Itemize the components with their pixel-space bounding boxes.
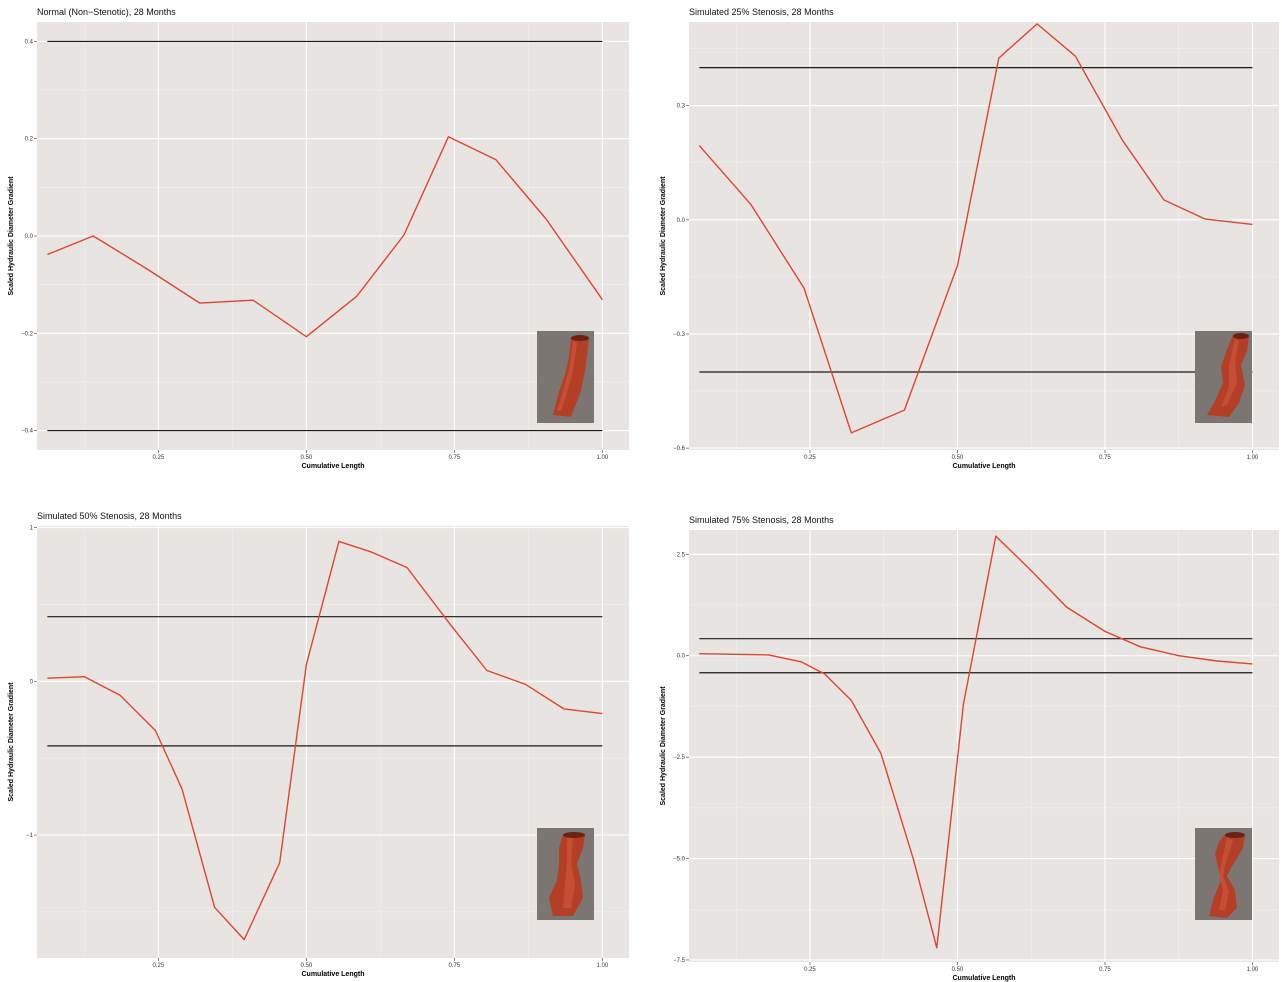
vessel-graphic <box>1209 832 1245 918</box>
chart-panel-75-stenosis: Simulated 75% Stenosis, 28 Months 0.25 0.… <box>652 504 1282 982</box>
vessel-graphic <box>553 335 589 417</box>
chart-svg: 0.25 0.50 0.75 1.00 −0.4 −0.2 0.0 0.2 0.4 Cumulat… <box>8 22 629 470</box>
x-tick-label: 0.50 <box>301 963 313 969</box>
chart-title: Simulated 75% Stenosis, 28 Months <box>689 515 834 525</box>
chart-title: Simulated 25% Stenosis, 28 Months <box>689 7 834 17</box>
y-tick-label: 0.4 <box>25 39 34 45</box>
vessel-inset-image <box>1195 331 1252 423</box>
x-tick-label: 1.00 <box>1247 967 1259 973</box>
vessel-graphic <box>1207 333 1249 417</box>
x-axis-title: Cumulative Length <box>952 463 1015 470</box>
y-axis-title: Scaled Hydraulic Diameter Gradient <box>8 682 15 802</box>
y-tick-label: −2.5 <box>673 755 686 761</box>
vessel-inset-image <box>537 331 594 423</box>
x-axis-title: Cumulative Length <box>952 975 1015 982</box>
y-tick-label: −0.6 <box>673 446 686 452</box>
y-axis-title: Scaled Hydraulic Diameter Gradient <box>660 686 667 806</box>
plot-background <box>37 526 629 958</box>
series-line <box>699 535 1253 949</box>
y-tick-label: 0.2 <box>25 137 34 143</box>
y-axis-title: Scaled Hydraulic Diameter Gradient <box>660 176 667 296</box>
y-tick-label: 1 <box>30 526 34 532</box>
chart-panel-normal: Normal (Non−Stenotic), 28 Months 0.25 0.5… <box>0 0 641 491</box>
x-tick-label: 1.00 <box>597 455 609 461</box>
x-tick-label: 0.50 <box>952 455 964 461</box>
plot-background <box>689 530 1279 962</box>
y-tick-label: 0.3 <box>677 104 686 110</box>
y-tick-label: 0.0 <box>25 234 34 240</box>
x-tick-label: 0.75 <box>1099 455 1111 461</box>
x-tick-label: 1.00 <box>1247 455 1259 461</box>
vessel-inset-image <box>1195 828 1252 920</box>
y-tick-label: 0.0 <box>677 654 686 660</box>
series-line <box>47 136 603 338</box>
y-tick-label: 0 <box>30 679 34 685</box>
x-tick-label: 0.75 <box>449 455 461 461</box>
y-tick-label: −0.3 <box>673 332 686 338</box>
y-axis-title: Scaled Hydraulic Diameter Gradient <box>8 176 15 296</box>
x-tick-label: 0.50 <box>952 967 964 973</box>
series-line <box>47 540 603 941</box>
x-tick-label: 0.50 <box>301 455 313 461</box>
x-tick-label: 0.75 <box>449 963 461 969</box>
series-line <box>698 23 1253 434</box>
y-tick-label: −5.0 <box>673 857 686 863</box>
vessel-graphic <box>549 832 585 916</box>
x-tick-label: 0.25 <box>804 455 816 461</box>
chart-svg: 0.25 0.50 0.75 1.00 −1 0 1 Cumulative Length Sca… <box>8 526 629 978</box>
chart-title: Normal (Non−Stenotic), 28 Months <box>37 7 176 17</box>
y-tick-label: −0.2 <box>21 331 34 337</box>
y-tick-label: 0.0 <box>677 218 686 224</box>
plot-background <box>689 22 1279 450</box>
chart-svg: 0.25 0.50 0.75 1.00 −7.5 −5.0 −2.5 0.0 2.5 Cumula… <box>660 530 1279 982</box>
x-tick-label: 0.25 <box>153 455 165 461</box>
y-tick-label: −1 <box>26 833 34 839</box>
y-tick-label: 2.5 <box>677 552 686 558</box>
y-tick-label: −7.5 <box>673 958 686 964</box>
x-tick-label: 0.25 <box>153 963 165 969</box>
chart-svg: 0.25 0.50 0.75 1.00 −0.6 −0.3 0.0 0.3 Cumulative… <box>660 22 1279 470</box>
x-tick-label: 0.25 <box>804 967 816 973</box>
chart-panel-50-stenosis: Simulated 50% Stenosis, 28 Months 0.25 0.… <box>0 504 641 982</box>
x-tick-label: 0.75 <box>1099 967 1111 973</box>
vessel-inset-image <box>537 828 594 920</box>
y-tick-label: −0.4 <box>21 429 34 435</box>
x-axis-title: Cumulative Length <box>301 971 364 978</box>
x-tick-label: 1.00 <box>597 963 609 969</box>
chart-title: Simulated 50% Stenosis, 28 Months <box>37 511 182 521</box>
x-axis-title: Cumulative Length <box>301 463 364 470</box>
chart-panel-25-stenosis: Simulated 25% Stenosis, 28 Months 0.25 0.… <box>652 0 1282 491</box>
